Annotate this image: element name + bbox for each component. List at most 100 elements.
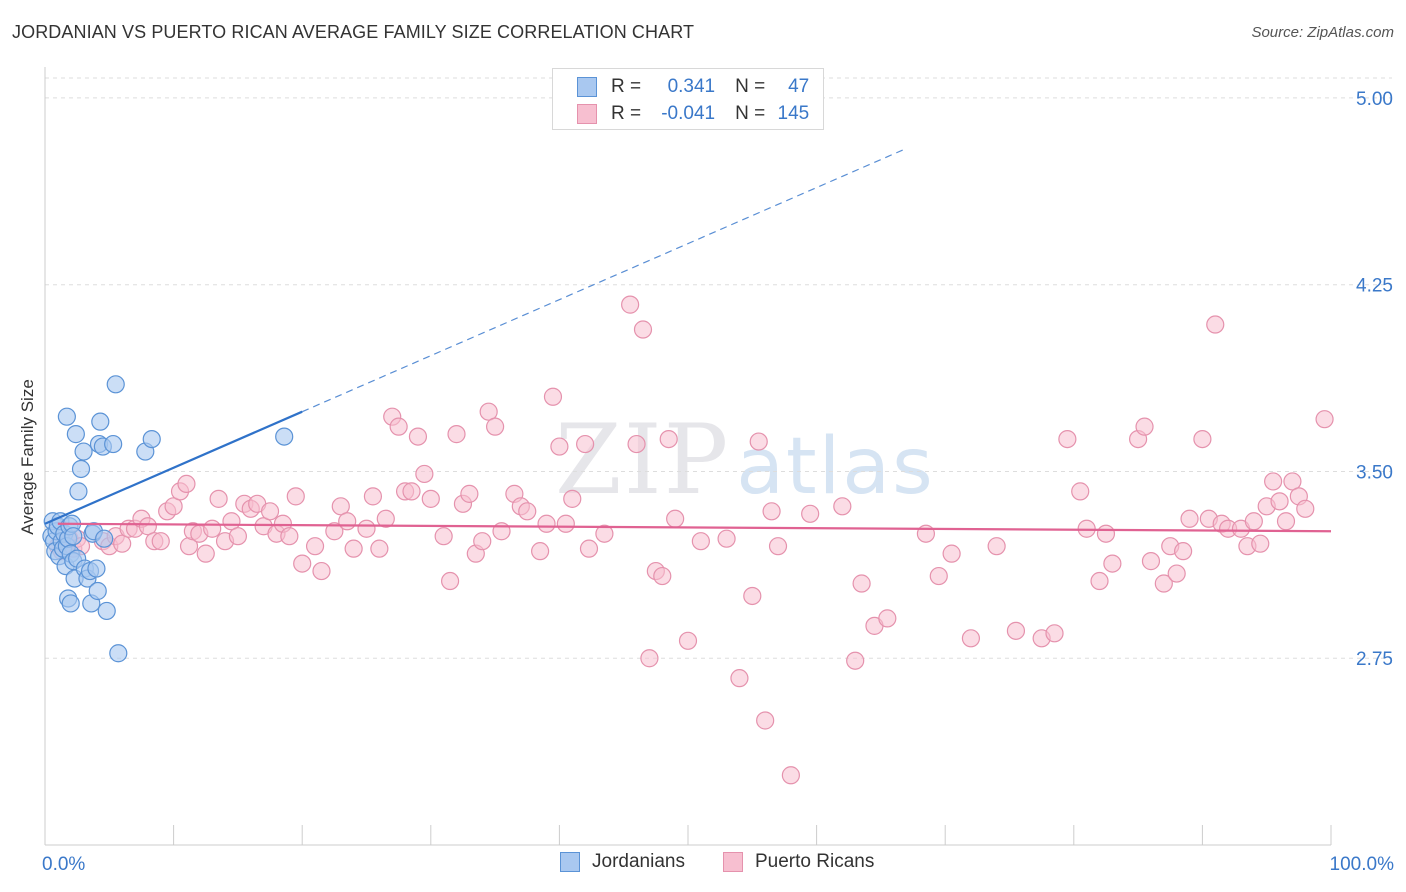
puerto-rican-point — [1244, 512, 1263, 531]
tick-label-layer: 2.75 3.50 4.25 5.00 0.0% 100.0% — [42, 89, 1394, 875]
watermark-zip: ZIP — [555, 404, 731, 516]
puerto-rican-point — [633, 320, 653, 339]
jordanian-point — [66, 425, 85, 444]
legend-n-label: N = — [735, 103, 766, 124]
jordanian-point — [104, 434, 123, 454]
puerto-rican-point — [177, 474, 196, 494]
puerto-rican-point — [408, 427, 428, 446]
jordanian-point — [71, 459, 91, 479]
jordanian-point — [106, 375, 125, 394]
puerto-rican-point — [929, 566, 948, 586]
puerto-rican-point — [1096, 524, 1116, 543]
series-label-jordanians: Jordanians — [592, 851, 685, 872]
puerto-rican-point — [1154, 574, 1173, 593]
puerto-rican-point — [1167, 564, 1186, 583]
series-label-puerto-ricans: Puerto Ricans — [755, 851, 875, 872]
puerto-rican-point — [666, 509, 685, 528]
puerto-rican-point — [203, 519, 222, 538]
puerto-rican-point — [209, 489, 228, 508]
y-tick-label: 3.50 — [1356, 462, 1393, 483]
puerto-rican-point — [653, 566, 672, 586]
puerto-rican-point — [376, 509, 395, 528]
puerto-rican-point — [531, 542, 550, 561]
legend-r-value: 0.341 — [667, 76, 716, 97]
puerto-rican-point — [447, 425, 466, 444]
puerto-rican-point — [678, 631, 698, 650]
puerto-rican-point — [370, 539, 389, 558]
jordanian-point — [109, 644, 128, 663]
puerto-rican-point — [537, 514, 556, 533]
puerto-rican-point — [1193, 429, 1212, 449]
puerto-rican-point — [961, 629, 981, 648]
puerto-rican-point — [331, 497, 350, 516]
puerto-rican-point — [434, 527, 453, 546]
grid-layer — [45, 77, 1392, 659]
watermark-atlas: atlas — [736, 422, 935, 512]
puerto-rican-point — [1135, 417, 1154, 436]
puerto-rican-point — [325, 522, 344, 541]
puerto-rican-point — [768, 537, 788, 556]
puerto-rican-point — [730, 669, 749, 688]
jordanian-point — [61, 594, 80, 613]
puerto-rican-point — [415, 464, 434, 484]
puerto-rican-point — [164, 497, 183, 516]
correlation-legend: R = 0.341 N = 47 R = -0.041 N = 145 — [552, 68, 824, 130]
puerto-rican-point — [305, 537, 325, 556]
puerto-rican-point — [576, 434, 595, 454]
series-legend-puerto-ricans[interactable]: Puerto Ricans — [723, 851, 874, 873]
puerto-rican-point — [743, 586, 762, 606]
puerto-rican-point — [402, 482, 421, 501]
puerto-rican-point — [389, 417, 408, 436]
legend-row-jordanians: R = 0.341 N = 47 — [553, 74, 809, 100]
jordanian-point — [142, 429, 161, 449]
source-label: Source: ZipAtlas.com — [1251, 24, 1394, 41]
x-tick-label-min: 0.0% — [42, 854, 85, 875]
puerto-rican-point — [659, 429, 678, 449]
legend-r-label: R = — [611, 76, 642, 97]
puerto-rican-point — [749, 432, 768, 451]
puerto-rican-point — [196, 544, 215, 563]
jordanian-point — [74, 442, 93, 461]
puerto-rican-point — [987, 537, 1006, 556]
legend-n-value: 145 — [777, 103, 810, 124]
legend-n-label: N = — [735, 76, 766, 97]
legend-n-value: 47 — [788, 76, 810, 97]
puerto-rican-point — [1180, 509, 1199, 528]
series-swatch-puerto-ricans — [723, 852, 743, 872]
puerto-rican-point — [1058, 429, 1077, 449]
jordanian-point — [97, 601, 116, 621]
y-axis-label: Average Family Size — [18, 379, 37, 535]
puerto-rican-point — [1174, 542, 1193, 561]
puerto-rican-point — [421, 489, 440, 508]
y-tick-label: 2.75 — [1356, 649, 1393, 670]
jordanian-point — [64, 527, 83, 546]
y-tick-label: 5.00 — [1356, 89, 1393, 110]
puerto-rican-point — [1103, 554, 1122, 573]
puerto-rican-point — [942, 544, 961, 563]
jordanian-point — [95, 529, 114, 548]
legend-r-label: R = — [611, 103, 642, 124]
puerto-rican-point — [312, 561, 331, 581]
puerto-rican-point — [260, 502, 280, 521]
jordanian-point — [275, 427, 294, 446]
legend-row-puerto-ricans: R = -0.041 N = 145 — [553, 101, 809, 127]
legend-swatch-puerto-ricans — [577, 104, 597, 124]
puerto-rican-point — [781, 766, 800, 785]
jordanian-point — [57, 407, 76, 426]
puerto-rican-point — [595, 524, 614, 543]
axis-layer — [44, 67, 1332, 846]
puerto-rican-point — [1071, 482, 1090, 501]
series-legend-jordanians[interactable]: Jordanians — [560, 851, 685, 873]
y-tick-label: 4.25 — [1356, 276, 1393, 297]
puerto-rican-point — [1270, 492, 1289, 511]
legend-r-value: -0.041 — [661, 103, 716, 124]
puerto-rican-point — [1251, 534, 1270, 553]
puerto-rican-point — [357, 519, 376, 538]
puerto-rican-point — [579, 539, 599, 558]
watermark: ZIPatlas — [555, 404, 935, 516]
jordanian-trend-line — [44, 410, 303, 525]
puerto-rican-point — [1315, 410, 1334, 429]
puerto-rican-point — [363, 487, 383, 506]
puerto-rican-point — [691, 532, 710, 551]
